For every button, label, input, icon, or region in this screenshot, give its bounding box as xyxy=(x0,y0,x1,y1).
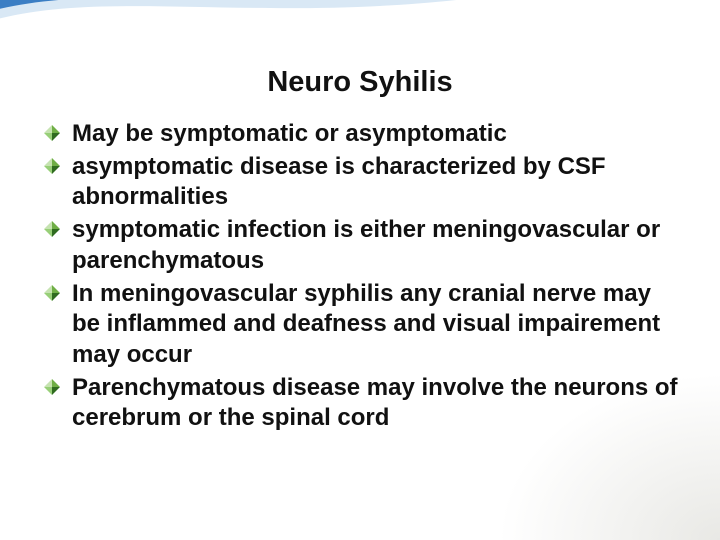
bullet-list: May be symptomatic or asymptomatic asymp… xyxy=(36,119,684,434)
slide-title: Neuro Syhilis xyxy=(36,66,684,99)
diamond-bullet-icon xyxy=(44,125,60,141)
list-item: symptomatic infection is either meningov… xyxy=(42,215,684,276)
bullet-text: May be symptomatic or asymptomatic xyxy=(72,120,507,147)
diamond-bullet-icon xyxy=(44,379,60,395)
slide-container: Neuro Syhilis May be symptomatic or asym… xyxy=(0,0,720,540)
diamond-bullet-icon xyxy=(44,158,60,174)
bullet-text: Parenchymatous disease may involve the n… xyxy=(72,374,678,432)
list-item: May be symptomatic or asymptomatic xyxy=(42,119,684,150)
list-item: In meningovascular syphilis any cranial … xyxy=(42,279,684,371)
list-item: asymptomatic disease is characterized by… xyxy=(42,152,684,213)
bullet-text: symptomatic infection is either meningov… xyxy=(72,216,660,274)
bullet-text: In meningovascular syphilis any cranial … xyxy=(72,280,660,368)
diamond-bullet-icon xyxy=(44,221,60,237)
bullet-text: asymptomatic disease is characterized by… xyxy=(72,153,606,211)
diamond-bullet-icon xyxy=(44,285,60,301)
list-item: Parenchymatous disease may involve the n… xyxy=(42,373,684,434)
